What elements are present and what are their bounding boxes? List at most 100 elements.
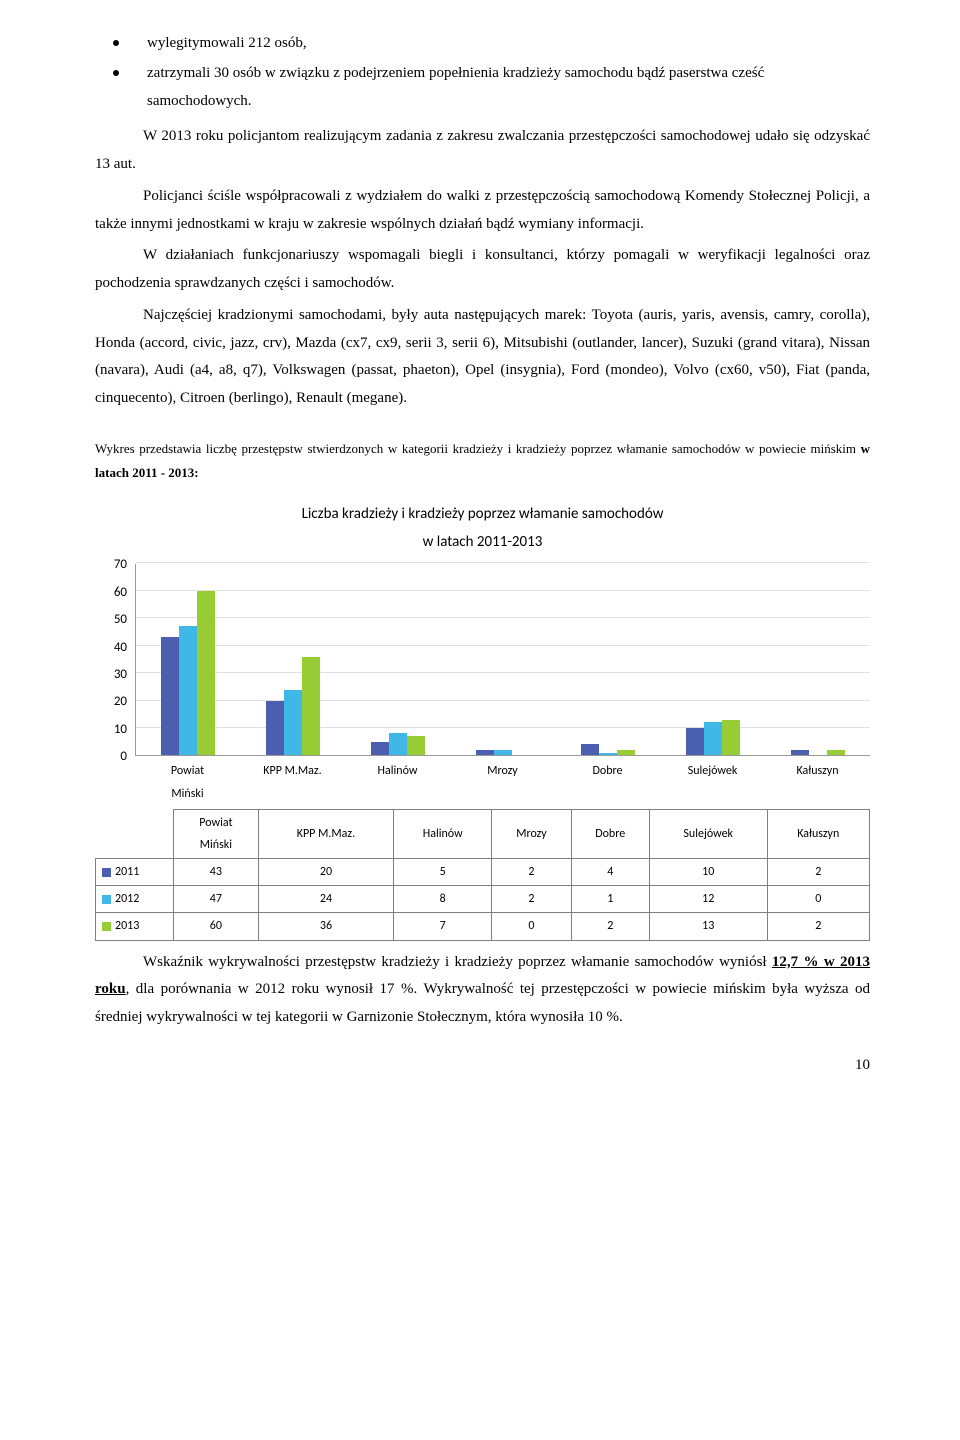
table-cell: 24 — [258, 886, 393, 913]
bar — [179, 626, 197, 755]
paragraph-3-text: W działaniach funkcjonariuszy wspomagali… — [95, 247, 870, 291]
x-tick-label: Kałuszyn — [765, 760, 870, 804]
table-cell: 5 — [394, 859, 492, 886]
table-cell: 2 — [571, 913, 649, 940]
legend-swatch-icon — [102, 895, 111, 904]
bar — [407, 736, 425, 755]
table-cell: 10 — [649, 859, 767, 886]
table-cell: 2 — [767, 913, 869, 940]
table-row: 20124724821120 — [96, 886, 870, 913]
bar — [704, 722, 722, 755]
bar-group — [241, 657, 346, 756]
chart-title-l2: w latach 2011-2013 — [423, 533, 543, 551]
legend-label: 2012 — [115, 892, 139, 906]
bullet-list: wylegitymowali 212 osób,zatrzymali 30 os… — [95, 30, 870, 115]
table-header: Dobre — [571, 809, 649, 858]
paragraph-2: Policjanci ściśle współpracowali z wydzi… — [95, 183, 870, 239]
table-cell: 13 — [649, 913, 767, 940]
table-cell: 20 — [258, 859, 393, 886]
bar-group — [555, 744, 660, 755]
x-tick-label: Dobre — [555, 760, 660, 804]
table-header: KPP M.Maz. — [258, 809, 393, 858]
footer-post: , dla porównania w 2012 roku wynosił 17 … — [95, 981, 870, 1025]
bar — [722, 720, 740, 756]
table-cell: 0 — [492, 913, 571, 940]
bar — [161, 637, 179, 755]
table-cell: 2 — [492, 859, 571, 886]
paragraph-4-text: Najczęściej kradzionymi samochodami, był… — [95, 307, 870, 406]
bar — [581, 744, 599, 755]
table-row: 20136036702132 — [96, 913, 870, 940]
caption-text: Wykres przedstawia liczbę przestępstw st… — [95, 441, 861, 456]
table-header-empty — [96, 809, 174, 858]
bullet-dot-icon — [113, 40, 119, 46]
table-cell: 1 — [571, 886, 649, 913]
paragraph-2-text: Policjanci ściśle współpracowali z wydzi… — [95, 188, 870, 232]
bar — [302, 657, 320, 756]
bar — [827, 750, 845, 755]
table-header: Halinów — [394, 809, 492, 858]
table-header: PowiatMiński — [174, 809, 259, 858]
legend-label: 2011 — [115, 865, 139, 879]
table-cell: 43 — [174, 859, 259, 886]
bullet-text: wylegitymowali 212 osób, — [147, 30, 307, 58]
bar — [266, 701, 284, 756]
bar-group — [451, 750, 556, 755]
table-header: Kałuszyn — [767, 809, 869, 858]
chart-title: Liczba kradzieży i kradzieży poprzez wła… — [95, 501, 870, 557]
table-row: 20114320524102 — [96, 859, 870, 886]
bar — [599, 753, 617, 756]
page-number: 10 — [95, 1052, 870, 1080]
bullet-dot-icon — [113, 70, 119, 76]
chart-plot-area: 706050403020100 — [95, 564, 870, 756]
x-axis-labels: PowiatMińskiKPP M.Maz.HalinówMrozyDobreS… — [135, 760, 870, 804]
y-axis: 706050403020100 — [95, 564, 135, 756]
plot — [135, 564, 870, 756]
table-cell: 0 — [767, 886, 869, 913]
bar-group — [346, 733, 451, 755]
table-header: Sulejówek — [649, 809, 767, 858]
table-cell: 7 — [394, 913, 492, 940]
table-cell: 47 — [174, 886, 259, 913]
bullet-item: wylegitymowali 212 osób, — [95, 30, 870, 58]
gridline — [136, 562, 870, 563]
x-tick-label: Halinów — [345, 760, 450, 804]
x-tick-label: Mrozy — [450, 760, 555, 804]
legend-cell: 2013 — [96, 913, 174, 940]
bar — [371, 742, 389, 756]
chart-data-table: PowiatMińskiKPP M.Maz.HalinówMrozyDobreS… — [95, 809, 870, 941]
legend-swatch-icon — [102, 922, 111, 931]
paragraph-4: Najczęściej kradzionymi samochodami, był… — [95, 302, 870, 413]
bar — [686, 728, 704, 755]
bullet-text: zatrzymali 30 osób w związku z podejrzen… — [147, 60, 870, 116]
table-header: Mrozy — [492, 809, 571, 858]
table-cell: 4 — [571, 859, 649, 886]
legend-swatch-icon — [102, 868, 111, 877]
bar — [284, 690, 302, 756]
x-tick-label: Sulejówek — [660, 760, 765, 804]
paragraph-1-text: W 2013 roku policjantom realizującym zad… — [95, 128, 870, 172]
bullet-item: zatrzymali 30 osób w związku z podejrzen… — [95, 60, 870, 116]
bar — [389, 733, 407, 755]
chart-caption: Wykres przedstawia liczbę przestępstw st… — [95, 437, 870, 485]
legend-cell: 2012 — [96, 886, 174, 913]
bar-group — [136, 591, 241, 756]
legend-cell: 2011 — [96, 859, 174, 886]
bar — [476, 750, 494, 755]
bar-group — [660, 720, 765, 756]
table-row: PowiatMińskiKPP M.Maz.HalinówMrozyDobreS… — [96, 809, 870, 858]
paragraph-3: W działaniach funkcjonariuszy wspomagali… — [95, 242, 870, 298]
footer-paragraph: Wskaźnik wykrywalności przestępstw kradz… — [95, 949, 870, 1032]
bar — [617, 750, 635, 755]
bar — [494, 750, 512, 755]
table-cell: 8 — [394, 886, 492, 913]
gridline — [136, 645, 870, 646]
footer-pre: Wskaźnik wykrywalności przestępstw kradz… — [143, 954, 772, 970]
bar — [791, 750, 809, 755]
x-tick-label: KPP M.Maz. — [240, 760, 345, 804]
table-cell: 2 — [767, 859, 869, 886]
x-tick-label: PowiatMiński — [135, 760, 240, 804]
paragraph-1: W 2013 roku policjantom realizującym zad… — [95, 123, 870, 179]
gridline — [136, 617, 870, 618]
bar-group — [765, 750, 870, 755]
